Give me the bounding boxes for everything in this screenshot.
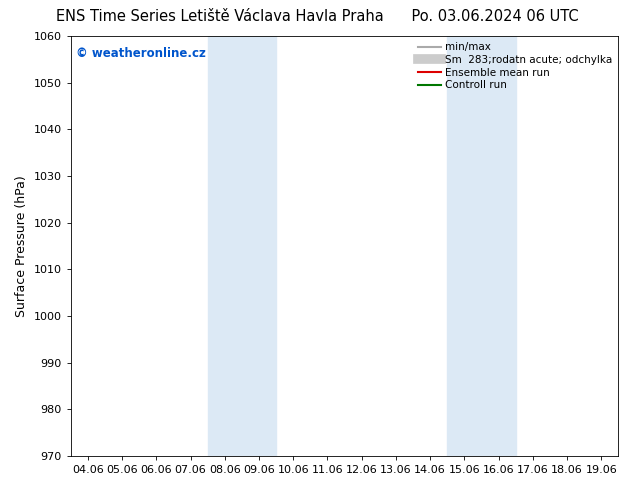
Bar — [208, 36, 276, 456]
Legend: min/max, Sm  283;rodatn acute; odchylka, Ensemble mean run, Controll run: min/max, Sm 283;rodatn acute; odchylka, … — [415, 39, 616, 93]
Bar — [448, 36, 516, 456]
Text: © weatheronline.cz: © weatheronline.cz — [76, 47, 206, 60]
Text: ENS Time Series Letiště Václava Havla Praha      Po. 03.06.2024 06 UTC: ENS Time Series Letiště Václava Havla Pr… — [56, 9, 578, 24]
Y-axis label: Surface Pressure (hPa): Surface Pressure (hPa) — [15, 175, 28, 317]
